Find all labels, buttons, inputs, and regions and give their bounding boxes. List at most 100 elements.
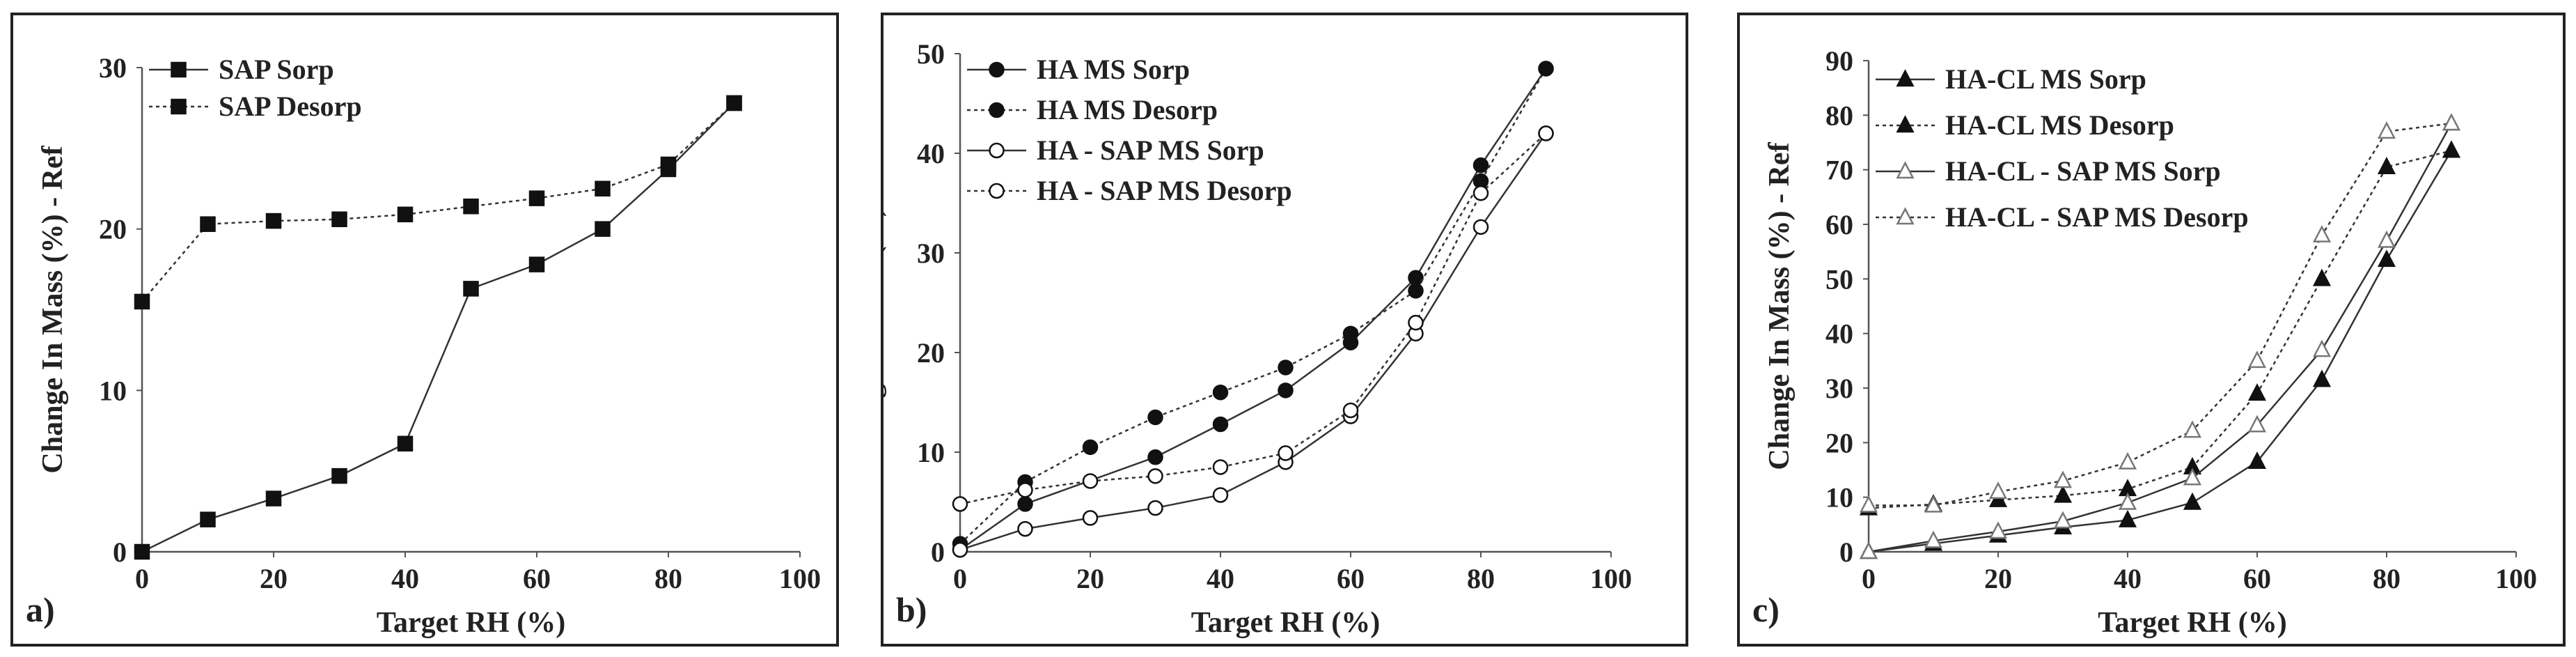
data-point bbox=[2312, 268, 2332, 286]
data-point bbox=[1859, 541, 1878, 559]
x-axis-title: Target RH (%) bbox=[1191, 607, 1380, 639]
x-tick-label: 80 bbox=[2373, 563, 2401, 594]
y-tick-label: 20 bbox=[99, 214, 127, 245]
data-point bbox=[397, 435, 414, 452]
data-point bbox=[1988, 481, 2008, 500]
data-point bbox=[463, 198, 479, 215]
y-tick-label: 30 bbox=[1825, 373, 1853, 404]
x-tick-label: 40 bbox=[1207, 563, 1234, 594]
x-tick-label: 20 bbox=[1984, 563, 2012, 594]
y-tick-label: 30 bbox=[99, 52, 127, 84]
data-point bbox=[2053, 470, 2073, 488]
legend-label: HA - SAP MS Desorp bbox=[1037, 175, 1292, 206]
x-tick-label: 100 bbox=[779, 563, 821, 594]
y-tick-label: 30 bbox=[917, 238, 945, 269]
data-point bbox=[595, 221, 611, 237]
series-line bbox=[1868, 150, 2453, 553]
series-ha-cl-ms-desorp bbox=[1859, 140, 2461, 516]
data-point bbox=[2118, 509, 2137, 527]
x-axis-title: Target RH (%) bbox=[377, 607, 565, 639]
x-tick-label: 60 bbox=[2243, 563, 2271, 594]
data-point bbox=[1924, 495, 1943, 513]
panel-label: c) bbox=[1752, 590, 1780, 629]
data-point bbox=[134, 293, 150, 310]
data-point bbox=[2247, 383, 2267, 401]
legend-label: HA MS Sorp bbox=[1037, 54, 1190, 85]
data-point bbox=[2118, 451, 2137, 470]
data-point bbox=[2247, 350, 2267, 369]
data-point bbox=[1147, 500, 1163, 516]
x-tick-label: 80 bbox=[1467, 563, 1495, 594]
panel-label: b) bbox=[896, 590, 927, 629]
x-tick-label: 20 bbox=[260, 563, 288, 594]
y-tick-label: 50 bbox=[1825, 263, 1853, 295]
data-point bbox=[2183, 467, 2202, 486]
data-point bbox=[2247, 415, 2267, 433]
y-axis-title: Change In Mass (%) - Ref bbox=[883, 138, 887, 466]
legend-label: HA-CL MS Desorp bbox=[1945, 109, 2174, 141]
legend-marker bbox=[1896, 115, 1915, 133]
y-tick-label: 10 bbox=[99, 375, 127, 406]
x-tick-label: 0 bbox=[135, 563, 149, 594]
data-point bbox=[2118, 492, 2137, 510]
legend-marker bbox=[989, 102, 1005, 118]
legend-marker bbox=[1896, 207, 1915, 225]
x-axis-title: Target RH (%) bbox=[2098, 607, 2286, 639]
y-tick-label: 10 bbox=[1825, 482, 1853, 513]
legend-marker bbox=[989, 183, 1005, 199]
x-tick-label: 40 bbox=[2114, 563, 2142, 594]
data-point bbox=[1342, 402, 1359, 419]
y-tick-label: 70 bbox=[1825, 155, 1853, 186]
series-line bbox=[141, 102, 735, 302]
x-tick-label: 0 bbox=[1862, 563, 1876, 594]
data-point bbox=[1017, 482, 1033, 498]
data-point bbox=[200, 216, 216, 232]
data-point bbox=[331, 467, 347, 484]
x-tick-label: 100 bbox=[1590, 563, 1632, 594]
data-point bbox=[1278, 445, 1294, 461]
y-tick-label: 50 bbox=[917, 38, 945, 70]
data-point bbox=[2377, 230, 2396, 248]
series-line bbox=[959, 132, 1547, 505]
data-point bbox=[528, 190, 545, 206]
data-point bbox=[1017, 520, 1033, 537]
data-point bbox=[1472, 219, 1489, 235]
series-ha-cl-sap-ms-desorp bbox=[1859, 113, 2461, 513]
y-axis-title: Change In Mass (%) - Ref bbox=[37, 145, 69, 473]
x-tick-label: 0 bbox=[953, 563, 967, 594]
legend-marker bbox=[989, 61, 1005, 78]
legend-label: HA-CL - SAP MS Sorp bbox=[1945, 155, 2221, 187]
data-point bbox=[1212, 384, 1229, 401]
data-point bbox=[1147, 468, 1163, 484]
data-point bbox=[952, 541, 968, 558]
data-point bbox=[1924, 530, 1943, 548]
legend-label: SAP Sorp bbox=[219, 54, 334, 85]
x-tick-label: 60 bbox=[1337, 563, 1365, 594]
legend-label: HA-CL MS Sorp bbox=[1945, 63, 2146, 95]
data-point bbox=[2377, 249, 2396, 268]
data-point bbox=[595, 180, 611, 196]
series-line bbox=[1868, 123, 2453, 553]
data-point bbox=[2183, 420, 2202, 438]
data-point bbox=[265, 212, 282, 229]
data-point bbox=[463, 281, 479, 297]
y-tick-label: 0 bbox=[931, 536, 945, 568]
chart-panel-c: 0 20 40 60 80 100 0 10 20 30 40 50 60 70 80 90 Target RH… bbox=[1737, 13, 2566, 647]
data-point bbox=[1472, 157, 1489, 173]
data-point bbox=[2377, 121, 2396, 139]
data-point bbox=[1278, 360, 1294, 376]
data-point bbox=[200, 511, 216, 527]
data-point bbox=[2183, 492, 2202, 510]
data-point bbox=[265, 490, 282, 507]
data-point bbox=[1147, 449, 1163, 465]
y-tick-label: 40 bbox=[1825, 318, 1853, 350]
data-point bbox=[2312, 369, 2332, 387]
data-point bbox=[660, 156, 677, 173]
data-point bbox=[2377, 157, 2396, 174]
data-point bbox=[331, 211, 347, 228]
series-ha-ms-desorp bbox=[952, 61, 1554, 552]
series-sap-sorp bbox=[134, 95, 742, 560]
data-point bbox=[397, 206, 414, 223]
data-point bbox=[2247, 451, 2267, 469]
data-point bbox=[952, 496, 968, 512]
